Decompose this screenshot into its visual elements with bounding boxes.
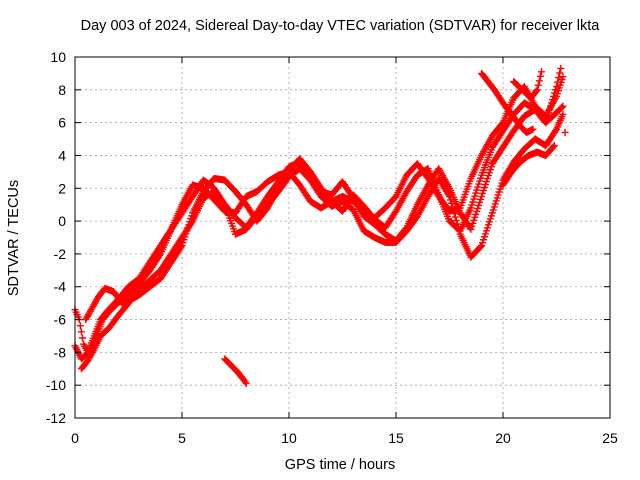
data-point xyxy=(558,103,566,111)
data-point xyxy=(552,86,560,94)
y-tick-label: -6 xyxy=(54,312,67,328)
data-point xyxy=(555,74,563,82)
series-track-6 xyxy=(499,142,558,189)
data-point xyxy=(448,203,456,211)
data-point xyxy=(77,328,85,336)
y-tick-label: -8 xyxy=(54,344,67,360)
data-markers xyxy=(71,64,569,388)
y-tick-label: 6 xyxy=(58,115,66,131)
series-track-7 xyxy=(510,68,546,102)
data-point xyxy=(548,99,556,107)
data-point xyxy=(477,243,485,251)
x-tick-label: 0 xyxy=(71,430,79,446)
y-tick-label: -4 xyxy=(54,279,67,295)
data-point xyxy=(220,199,228,207)
plot-frame xyxy=(74,56,611,419)
y-tick-label: -12 xyxy=(46,410,66,426)
data-point xyxy=(447,199,455,207)
x-tick-label: 25 xyxy=(602,430,618,446)
y-tick-label: 10 xyxy=(50,49,66,65)
y-tick-label: 4 xyxy=(58,147,66,163)
x-tick-label: 15 xyxy=(388,430,404,446)
data-point xyxy=(529,125,537,133)
data-point xyxy=(550,92,558,100)
data-point xyxy=(535,77,543,85)
data-point xyxy=(549,143,557,151)
data-point xyxy=(561,128,569,136)
data-point xyxy=(452,216,460,224)
data-point xyxy=(549,96,557,104)
data-point xyxy=(556,69,564,77)
x-tick-label: 20 xyxy=(495,430,511,446)
data-point xyxy=(552,127,560,135)
data-point xyxy=(557,64,565,72)
data-point xyxy=(559,73,567,81)
data-point xyxy=(534,81,542,89)
y-tick-label: -10 xyxy=(46,377,66,393)
data-point xyxy=(559,110,567,118)
series-track-8 xyxy=(221,355,250,388)
data-point xyxy=(446,196,454,204)
chart-title: Day 003 of 2024, Sidereal Day-to-day VTE… xyxy=(80,18,600,34)
data-point xyxy=(542,119,550,127)
data-point xyxy=(449,206,457,214)
data-point xyxy=(543,115,551,123)
data-point xyxy=(242,380,250,388)
data-point xyxy=(451,213,459,221)
data-point xyxy=(532,87,540,95)
data-point xyxy=(559,102,567,110)
y-tick-label: 2 xyxy=(58,180,66,196)
data-point xyxy=(446,192,453,200)
data-point xyxy=(536,72,544,80)
series-track-4 xyxy=(82,64,565,324)
data-point xyxy=(553,83,560,91)
data-point xyxy=(545,109,553,117)
x-tick-label: 5 xyxy=(178,430,186,446)
data-point xyxy=(538,68,546,76)
series-track-9 xyxy=(561,128,569,136)
y-tick-label: -2 xyxy=(54,246,67,262)
data-point xyxy=(544,112,552,120)
data-point xyxy=(177,243,185,251)
y-axis-label: SDTVAR / TECUs xyxy=(6,179,22,297)
x-axis-label: GPS time / hours xyxy=(284,457,396,473)
y-tick-label: 8 xyxy=(58,82,66,98)
series-track-5 xyxy=(478,69,537,136)
data-point xyxy=(551,89,559,97)
data-point xyxy=(550,142,558,150)
data-point xyxy=(546,106,554,114)
axis-ticks: -12 -10 -8 -6 -4 -2 0 2 4 6 8 10 0 5 10 15 20 25 xyxy=(46,49,618,446)
data-point xyxy=(554,78,562,86)
y-tick-label: 0 xyxy=(58,213,66,229)
data-point xyxy=(76,322,84,330)
x-tick-label: 10 xyxy=(281,430,297,446)
data-point xyxy=(547,102,555,110)
data-point xyxy=(156,251,164,259)
data-point xyxy=(450,210,458,218)
data-point xyxy=(533,86,541,94)
data-point xyxy=(78,334,86,342)
